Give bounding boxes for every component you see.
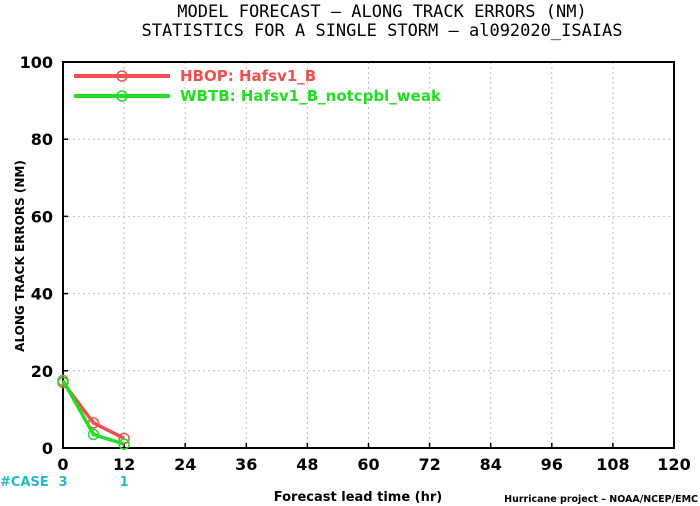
case-count: 1	[120, 475, 129, 490]
case-counts: #CASE 3 1	[0, 475, 129, 490]
chart-title: MODEL FORECAST – ALONG TRACK ERRORS (NM)	[177, 2, 586, 22]
x-tick-label: 108	[596, 455, 629, 474]
series-point	[118, 438, 130, 450]
x-tick-label: 72	[418, 455, 440, 474]
case-label: #CASE	[0, 475, 49, 490]
axis-ticks: 0 12 24 36 48 60 72 84 96 108 120 0 20 40 60 80 100	[20, 53, 691, 474]
case-count: 3	[58, 475, 67, 490]
series-point	[57, 374, 69, 387]
plot-frame	[62, 61, 675, 449]
credit-text: Hurricane project – NOAA/NCEP/EMC	[504, 494, 698, 505]
y-axis-label: ALONG TRACK ERRORS (NM)	[13, 160, 27, 352]
y-tick-label: 100	[20, 53, 53, 72]
x-tick-label: 0	[57, 455, 68, 474]
x-axis-label: Forecast lead time (hr)	[274, 490, 442, 505]
legend-label-1: HBOP: Hafsv1_B	[180, 67, 316, 85]
series-line-2	[61, 379, 125, 446]
x-tick-label: 24	[174, 455, 196, 474]
legend-marker	[116, 90, 128, 102]
x-tick-label: 36	[235, 455, 257, 474]
y-tick-label: 0	[42, 439, 53, 458]
y-tick-label: 80	[31, 130, 53, 149]
x-tick-label: 12	[113, 455, 135, 474]
y-tick-label: 20	[31, 362, 53, 381]
x-tick-label: 120	[657, 455, 690, 474]
x-tick-label: 60	[357, 455, 379, 474]
x-tick-label: 96	[541, 455, 563, 474]
series-point	[87, 428, 100, 441]
chart-subtitle: STATISTICS FOR A SINGLE STORM – al092020…	[141, 21, 622, 41]
series-layer	[57, 374, 130, 450]
x-tick-label: 84	[480, 455, 502, 474]
legend-label-2: WBTB: Hafsv1_B_notcpbl_weak	[180, 87, 442, 105]
y-tick-label: 40	[31, 285, 53, 304]
legend-marker	[116, 70, 128, 82]
x-tick-label: 48	[296, 455, 318, 474]
legend: HBOP: Hafsv1_B WBTB: Hafsv1_B_notcpbl_wea…	[74, 67, 442, 105]
grid	[63, 62, 674, 448]
y-tick-label: 60	[31, 207, 53, 226]
